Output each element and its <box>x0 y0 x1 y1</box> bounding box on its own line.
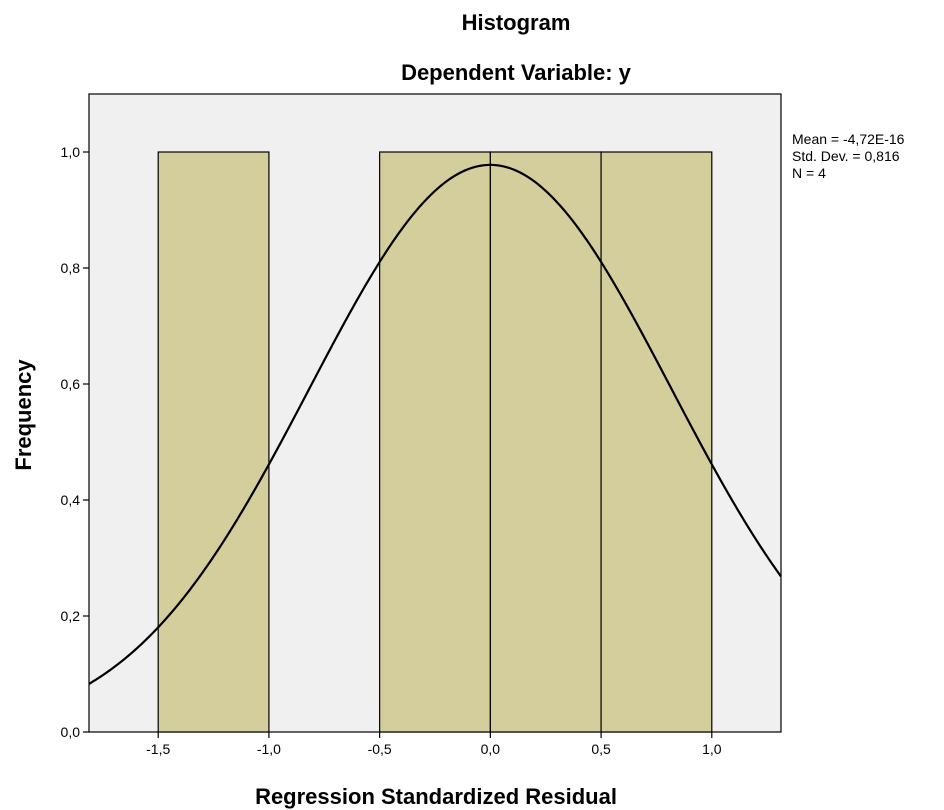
y-tick-label: 0,8 <box>61 260 81 276</box>
y-tick-label: 0,2 <box>61 608 81 624</box>
chart-title: Histogram <box>462 10 571 35</box>
histogram-bars <box>157 151 713 733</box>
x-tick-label: 0,0 <box>481 741 501 757</box>
x-tick-label: -0,5 <box>368 741 392 757</box>
n-stat: N = 4 <box>792 165 826 181</box>
histogram-bar <box>379 151 491 733</box>
histogram-bar <box>489 151 602 733</box>
y-tick-label: 0,0 <box>61 724 81 740</box>
x-tick-label: 1,0 <box>702 741 722 757</box>
summary-statistics: Mean = -4,72E-16 Std. Dev. = 0,816 N = 4 <box>792 131 905 181</box>
x-axis-title: Regression Standardized Residual <box>255 784 617 809</box>
x-tick-label: -1,0 <box>257 741 281 757</box>
y-tick-label: 1,0 <box>61 144 81 160</box>
chart-subtitle: Dependent Variable: y <box>401 60 632 85</box>
y-tick-label: 0,6 <box>61 376 81 392</box>
x-tick-label: 0,5 <box>591 741 611 757</box>
histogram-bar <box>157 151 270 733</box>
x-tick-label: -1,5 <box>146 741 170 757</box>
normal-curve <box>88 163 782 685</box>
axes: 0,0 0,2 0,4 0,6 0,8 1,0 -1,5 -1,0 -0,5 0,0 0,5 1,0 <box>61 144 722 757</box>
std-dev-stat: Std. Dev. = 0,816 <box>792 148 900 164</box>
mean-stat: Mean = -4,72E-16 <box>792 131 905 147</box>
histogram-bar <box>600 151 713 733</box>
y-axis-title: Frequency <box>11 359 36 471</box>
y-tick-label: 0,4 <box>61 492 81 508</box>
